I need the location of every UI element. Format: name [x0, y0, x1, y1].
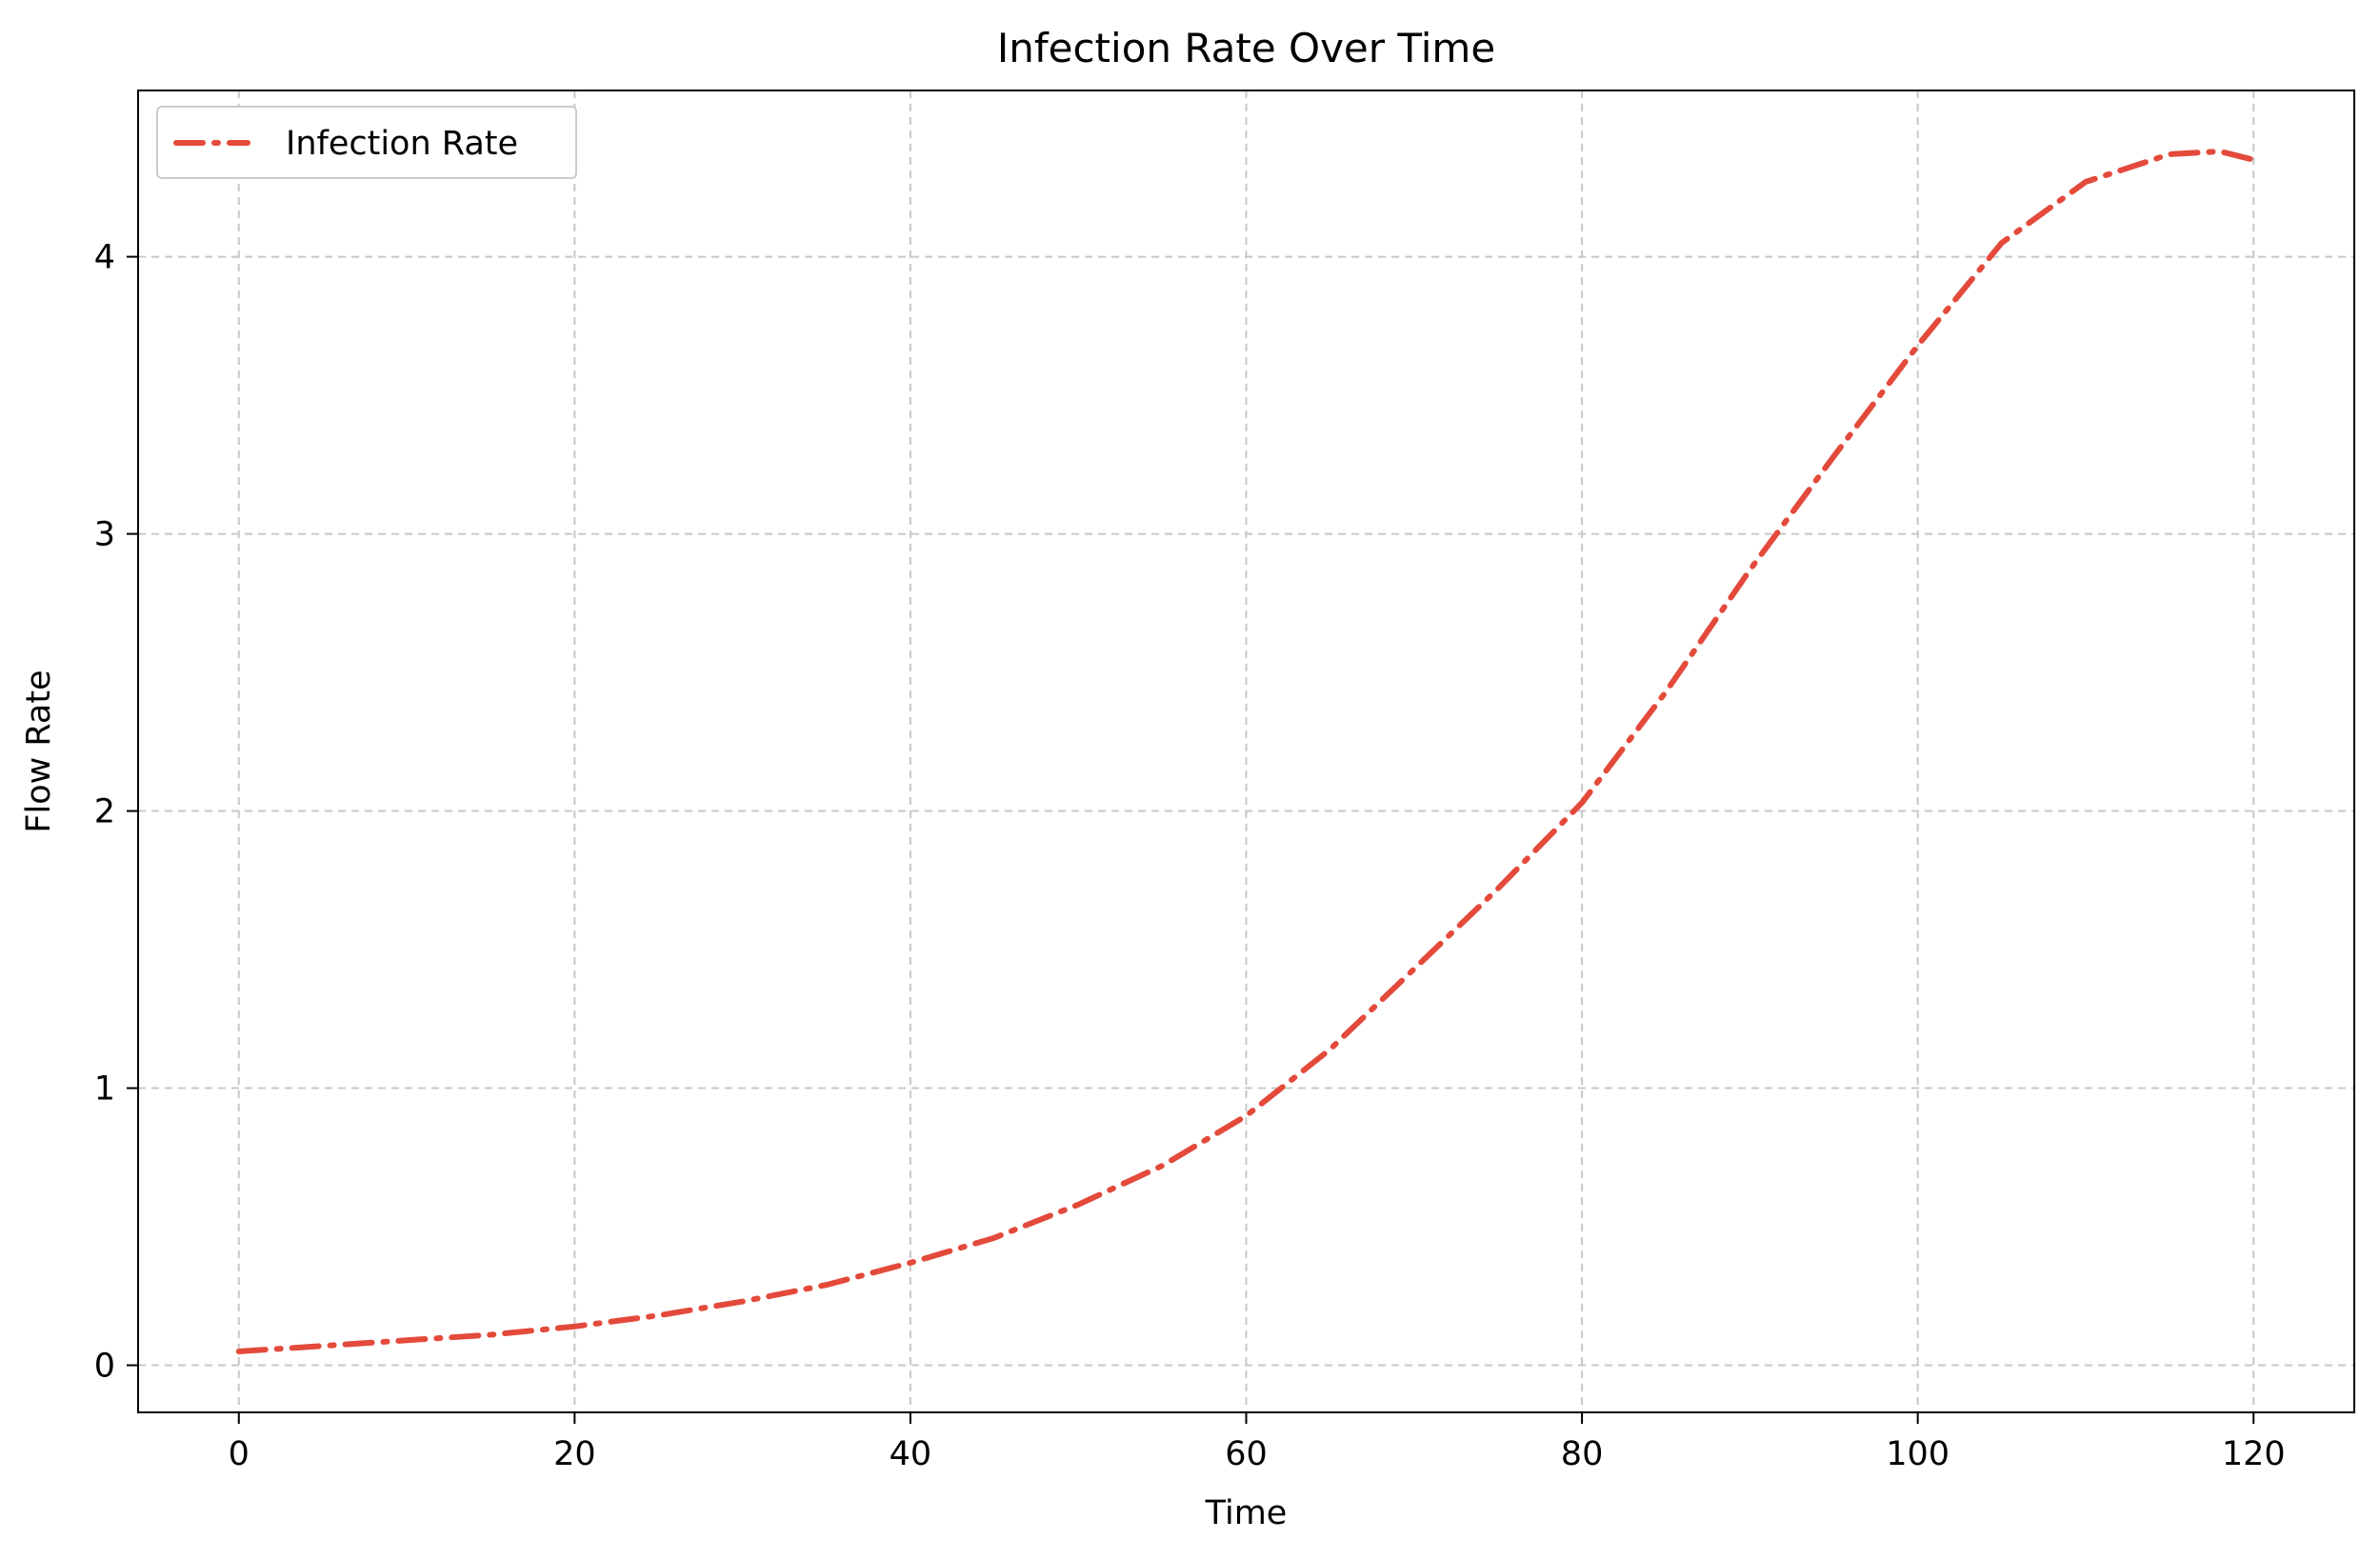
- y-tick-label: 4: [94, 239, 115, 277]
- x-axis-label: Time: [1205, 1494, 1288, 1532]
- x-tick-label: 60: [1225, 1435, 1268, 1473]
- legend-label: Infection Rate: [286, 125, 518, 163]
- x-tick-label: 120: [2222, 1435, 2286, 1473]
- tick-layer: 0 20 40 60 80 100 120 0 1 2 3 4: [94, 239, 2286, 1473]
- grid-layer: [138, 90, 2354, 1412]
- x-tick-label: 80: [1561, 1435, 1604, 1473]
- x-tick-label: 0: [229, 1435, 250, 1473]
- y-tick-label: 0: [94, 1348, 115, 1386]
- x-tick-label: 40: [890, 1435, 932, 1473]
- series-line-infection-rate: [235, 149, 2257, 1354]
- series-layer: [235, 149, 2257, 1354]
- legend: Infection Rate: [156, 106, 577, 179]
- y-tick-label: 2: [94, 793, 115, 831]
- y-axis-label: Flow Rate: [20, 670, 58, 832]
- x-tick-label: 20: [553, 1435, 596, 1473]
- chart-title: Infection Rate Over Time: [997, 25, 1495, 71]
- legend-box: [156, 106, 577, 179]
- x-tick-label: 100: [1886, 1435, 1950, 1473]
- y-tick-label: 3: [94, 516, 115, 554]
- y-tick-label: 1: [94, 1070, 115, 1109]
